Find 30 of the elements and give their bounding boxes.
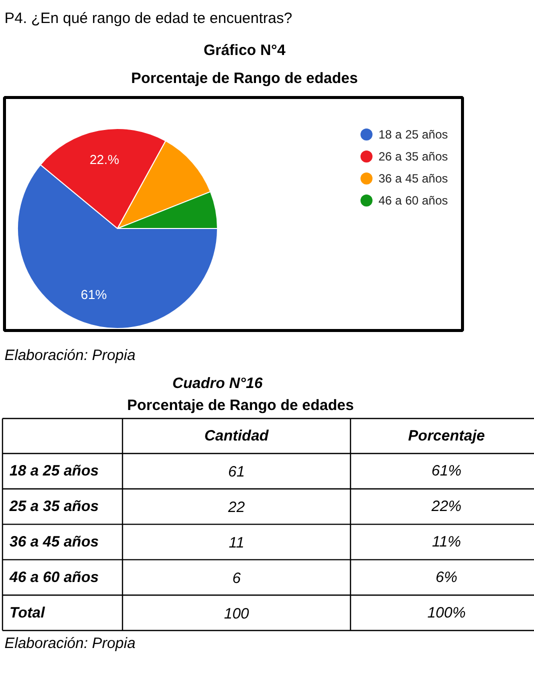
text: 61% xyxy=(431,462,462,480)
text: Total xyxy=(10,604,46,622)
text: 100% xyxy=(427,604,466,622)
text: Cantidad xyxy=(204,428,270,444)
chart-subtitle: Porcentaje de Rango de edades xyxy=(131,70,358,87)
chart-title: Gráfico N°4 xyxy=(204,42,286,59)
text: 18 a 25 años xyxy=(10,462,99,480)
text: 6 xyxy=(232,570,242,587)
text: 46 a 60 años xyxy=(8,568,99,586)
text: Porcentaje xyxy=(408,428,485,444)
text: Porcentaje de Rango de edades xyxy=(127,397,354,414)
legend-label: 26 a 35 años xyxy=(378,150,448,164)
text: 11% xyxy=(432,534,461,550)
text: 22 xyxy=(227,499,246,516)
text: 36 a 45 años xyxy=(10,534,99,550)
legend-label: 36 a 45 años xyxy=(378,172,448,186)
text: Cuadro N°16 xyxy=(172,375,264,392)
text: Elaboración: Propia xyxy=(4,347,136,364)
text: 25 a 35 años xyxy=(8,498,99,516)
data-label: 22.% xyxy=(90,152,120,168)
legend-label: 46 a 60 años xyxy=(378,194,448,208)
text: 22% xyxy=(430,498,462,516)
text: 6% xyxy=(436,568,458,586)
text: 100 xyxy=(224,605,250,622)
data-label: 61% xyxy=(80,286,108,302)
text: 61 xyxy=(228,464,245,481)
text: P4. ¿En qué rango de edad te encuentras? xyxy=(4,10,292,27)
legend-label: 18 a 25 años xyxy=(378,128,448,142)
text: 11 xyxy=(228,534,244,552)
text: Elaboración: Propia xyxy=(4,635,136,652)
